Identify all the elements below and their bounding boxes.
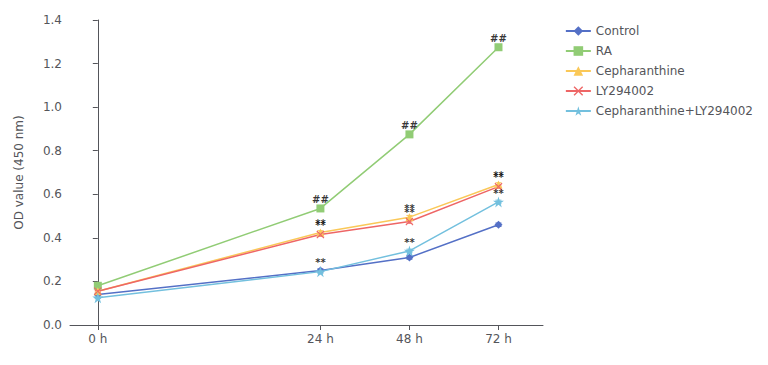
svg-text:**: **: [404, 237, 415, 248]
svg-text:**: **: [404, 207, 415, 218]
svg-text:##: ##: [312, 194, 329, 205]
svg-text:48 h: 48 h: [396, 332, 423, 346]
svg-text:RA: RA: [596, 44, 613, 58]
svg-text:Cepharanthine: Cepharanthine: [596, 64, 685, 78]
svg-text:0.4: 0.4: [43, 231, 62, 245]
svg-text:Cepharanthine+LY294002: Cepharanthine+LY294002: [596, 104, 753, 118]
svg-text:1.0: 1.0: [43, 100, 62, 114]
svg-text:**: **: [315, 220, 326, 231]
svg-text:0.2: 0.2: [43, 274, 62, 288]
svg-text:0.6: 0.6: [43, 187, 62, 201]
svg-text:##: ##: [401, 120, 418, 131]
svg-text:OD value (450 nm): OD value (450 nm): [12, 115, 26, 229]
svg-text:0.0: 0.0: [43, 318, 62, 332]
svg-text:**: **: [493, 172, 504, 183]
svg-text:**: **: [493, 188, 504, 199]
svg-text:LY294002: LY294002: [596, 84, 654, 98]
svg-text:##: ##: [490, 33, 507, 44]
svg-text:1.2: 1.2: [43, 57, 62, 71]
svg-text:0 h: 0 h: [88, 332, 107, 346]
svg-text:72 h: 72 h: [485, 332, 512, 346]
svg-text:**: **: [315, 257, 326, 268]
svg-text:24 h: 24 h: [307, 332, 334, 346]
svg-text:0.8: 0.8: [43, 144, 62, 158]
svg-text:Control: Control: [596, 24, 639, 38]
svg-text:1.4: 1.4: [43, 13, 62, 27]
